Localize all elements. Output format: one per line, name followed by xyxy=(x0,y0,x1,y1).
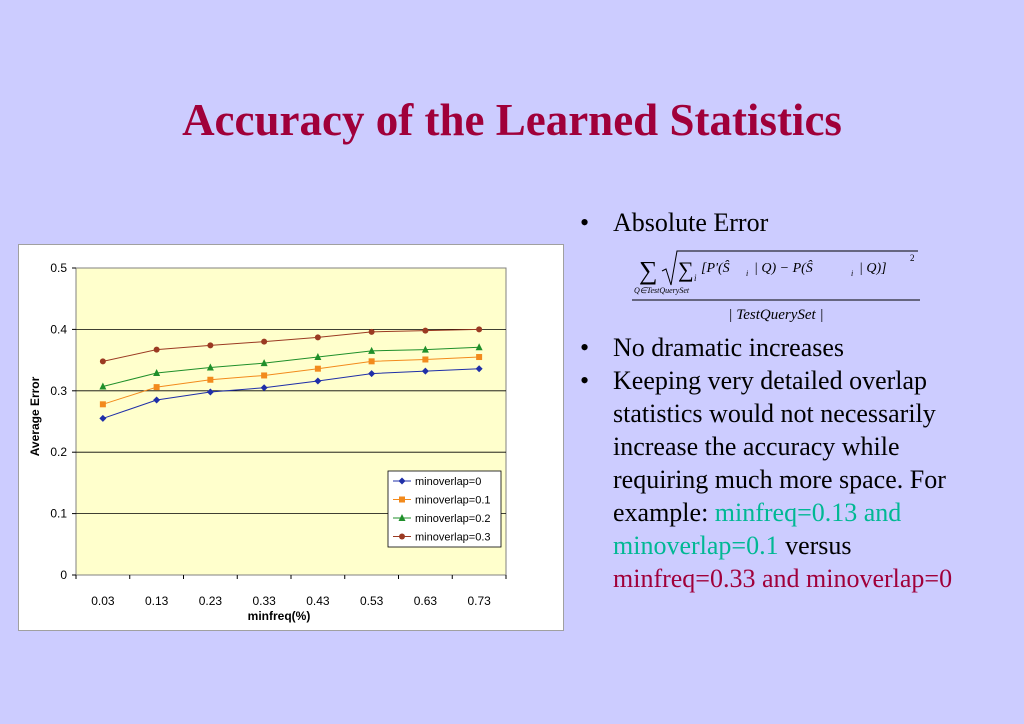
series-line-0 xyxy=(102,368,480,419)
data-point-s1 xyxy=(422,356,429,363)
formula-sub-2: i xyxy=(851,269,853,278)
data-point-s2 xyxy=(99,382,107,390)
formula-term-3: | Q)] xyxy=(859,261,887,276)
data-point-s0 xyxy=(475,365,483,373)
data-point-s2 xyxy=(153,368,161,376)
data-point-s1 xyxy=(99,401,106,408)
x-tick-label: 0.03 xyxy=(91,594,115,608)
y-tick-label: 0.5 xyxy=(50,261,67,275)
formula-term-2: | Q) − P(Ŝ xyxy=(754,259,813,276)
data-point-s2 xyxy=(475,343,483,351)
bullet-list: • Absolute Error ∑ Q∈TestQuerySet ∑ i [P… xyxy=(580,206,1000,595)
y-tick-label: 0.4 xyxy=(50,322,67,336)
bullet-text: Keeping very detailed overlap statistics… xyxy=(613,366,946,527)
formula-term-1: [P'(Ŝ xyxy=(701,259,730,276)
series-line-2 xyxy=(102,346,480,387)
slide-title: Accuracy of the Learned Statistics xyxy=(182,95,842,145)
x-tick-label: 0.13 xyxy=(145,594,169,608)
data-point-s3 xyxy=(261,338,268,345)
data-point-s3 xyxy=(368,328,375,335)
data-point-s2 xyxy=(206,363,214,371)
line-chart: 0 0.1 0.2 0.3 0.4 0.5 0.03 0.13 0.23 0.33 0.43 0.53… xyxy=(28,261,507,623)
x-tick-label: 0.43 xyxy=(306,594,330,608)
formula-sub-1: i xyxy=(746,269,748,278)
y-tick-label: 0.3 xyxy=(50,384,67,398)
bullet-dot: • xyxy=(580,208,590,237)
series-line-3 xyxy=(102,328,480,362)
bullet-text: No dramatic increases xyxy=(613,333,845,362)
data-point-s1 xyxy=(207,376,214,383)
data-point-s0 xyxy=(206,388,214,396)
x-tick-label: 0.73 xyxy=(467,594,491,608)
data-point-s0 xyxy=(99,414,107,422)
outer-sum-symbol: ∑ xyxy=(639,256,658,285)
data-point-s1 xyxy=(314,365,321,372)
data-point-s0 xyxy=(368,370,376,378)
inner-sum-symbol: ∑ xyxy=(678,257,694,282)
legend-label: minoverlap=0 xyxy=(415,476,481,488)
bullet-dot: • xyxy=(580,333,590,362)
bullet-text-versus: versus xyxy=(778,531,852,560)
x-tick-label: 0.53 xyxy=(360,594,384,608)
y-tick-label: 0.2 xyxy=(50,445,67,459)
legend-marker xyxy=(398,514,406,521)
legend-marker xyxy=(399,496,405,503)
data-point-s3 xyxy=(153,346,160,353)
y-axis-title: Average Error xyxy=(28,376,42,456)
chart-container: 0 0.1 0.2 0.3 0.4 0.5 0.03 0.13 0.23 0.33 0.43 0.53… xyxy=(18,244,564,631)
data-point-s1 xyxy=(153,384,160,391)
bullet-keeping-statistics: • Keeping very detailed overlap statisti… xyxy=(580,364,1000,595)
data-point-s0 xyxy=(260,384,268,392)
x-tick-label: 0.63 xyxy=(414,594,438,608)
data-point-s3 xyxy=(314,334,321,341)
inner-sum-index: i xyxy=(694,273,697,283)
data-point-s2 xyxy=(260,359,268,367)
highlight-config-a: minfreq=0.13 and minoverlap=0.1 xyxy=(613,498,902,560)
y-tick-label: 0.1 xyxy=(50,507,67,521)
outer-sum-subscript: Q∈TestQuerySet xyxy=(634,286,690,295)
x-tick-label: 0.23 xyxy=(199,594,223,608)
x-axis-title: minfreq(%) xyxy=(248,609,311,623)
data-point-s3 xyxy=(422,327,429,334)
legend-label: minoverlap=0.1 xyxy=(415,495,491,507)
bullet-text: Absolute Error xyxy=(613,208,769,237)
data-point-s0 xyxy=(153,396,161,404)
bullet-dot: • xyxy=(580,366,590,395)
data-point-s1 xyxy=(261,372,268,379)
data-point-s3 xyxy=(99,358,106,365)
highlight-config-b: minfreq=0.33 and minoverlap=0 xyxy=(613,564,953,593)
legend-label: minoverlap=0.3 xyxy=(415,532,491,544)
legend-marker xyxy=(398,477,406,485)
x-tick-label: 0.33 xyxy=(252,594,276,608)
legend xyxy=(387,470,502,548)
data-point-s0 xyxy=(421,367,429,375)
data-point-s3 xyxy=(207,342,214,349)
bullet-absolute-error: • Absolute Error xyxy=(580,206,1000,239)
legend-label: minoverlap=0.2 xyxy=(415,513,491,525)
series-line-1 xyxy=(102,356,480,405)
y-tick-label: 0 xyxy=(60,568,67,582)
data-point-s2 xyxy=(314,353,322,361)
data-point-s2 xyxy=(368,346,376,354)
data-point-s1 xyxy=(476,354,483,361)
absolute-error-formula: ∑ Q∈TestQuerySet ∑ i [P'(Ŝ i | Q) − P(Ŝ … xyxy=(604,241,1000,331)
data-point-s1 xyxy=(368,358,375,365)
legend-marker xyxy=(399,533,405,540)
sqrt-symbol xyxy=(661,250,918,286)
data-point-s2 xyxy=(421,345,429,353)
data-point-s0 xyxy=(314,377,322,385)
data-point-s3 xyxy=(476,326,483,333)
bullet-no-dramatic-increases: • No dramatic increases xyxy=(580,331,1000,364)
formula-exponent: 2 xyxy=(910,253,915,263)
formula-denominator: | TestQuerySet | xyxy=(728,307,823,323)
